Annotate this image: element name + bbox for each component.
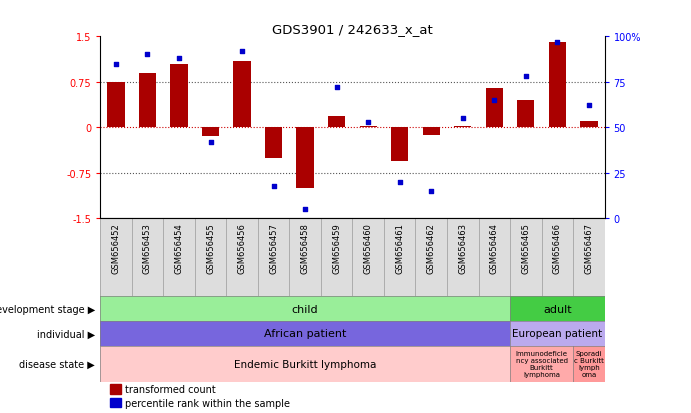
Bar <box>107 83 124 128</box>
Bar <box>202 128 219 137</box>
Text: GSM656457: GSM656457 <box>269 223 278 273</box>
Bar <box>100 321 510 346</box>
Bar <box>100 297 510 321</box>
Bar <box>100 346 510 382</box>
Bar <box>359 127 377 128</box>
Point <box>268 183 279 190</box>
Text: GSM656454: GSM656454 <box>175 223 184 273</box>
Text: GSM656458: GSM656458 <box>301 223 310 273</box>
Text: GSM656452: GSM656452 <box>111 223 120 273</box>
Bar <box>423 128 440 135</box>
Bar <box>296 128 314 188</box>
Point <box>142 52 153 59</box>
Text: transformed count: transformed count <box>126 384 216 394</box>
Bar <box>510 346 573 382</box>
Point <box>394 179 405 186</box>
Text: GSM656462: GSM656462 <box>427 223 436 273</box>
Bar <box>573 346 605 382</box>
Text: GSM656466: GSM656466 <box>553 223 562 273</box>
Text: development stage ▶: development stage ▶ <box>0 304 95 314</box>
Text: GSM656461: GSM656461 <box>395 223 404 273</box>
Point <box>331 85 342 91</box>
Text: European patient: European patient <box>512 329 603 339</box>
Point <box>363 119 374 126</box>
Bar <box>328 117 346 128</box>
Point <box>520 74 531 81</box>
Bar <box>517 101 534 128</box>
Point <box>552 39 563 46</box>
Point <box>236 48 247 55</box>
Bar <box>391 128 408 161</box>
Bar <box>111 385 122 394</box>
Text: adult: adult <box>543 304 571 314</box>
Bar <box>454 127 471 128</box>
Text: Sporadi
c Burkitt
lymph
oma: Sporadi c Burkitt lymph oma <box>574 350 604 377</box>
Bar <box>486 89 503 128</box>
Text: GSM656467: GSM656467 <box>585 223 594 273</box>
Point <box>300 206 311 213</box>
Bar <box>510 321 605 346</box>
Text: Endemic Burkitt lymphoma: Endemic Burkitt lymphoma <box>234 359 377 369</box>
Bar <box>265 128 282 158</box>
Text: GSM656455: GSM656455 <box>206 223 215 273</box>
Text: GSM656453: GSM656453 <box>143 223 152 273</box>
Text: individual ▶: individual ▶ <box>37 329 95 339</box>
Point <box>457 116 468 122</box>
Point <box>173 56 184 62</box>
Text: African patient: African patient <box>264 329 346 339</box>
Text: GSM656459: GSM656459 <box>332 223 341 273</box>
Bar <box>549 43 566 128</box>
Bar <box>111 398 122 408</box>
Bar <box>510 297 605 321</box>
Point <box>205 139 216 146</box>
Point <box>489 97 500 104</box>
Bar <box>171 64 188 128</box>
Text: GSM656465: GSM656465 <box>521 223 530 273</box>
Text: GSM656463: GSM656463 <box>458 223 467 273</box>
Text: disease state ▶: disease state ▶ <box>19 359 95 369</box>
Bar <box>234 62 251 128</box>
Text: GSM656456: GSM656456 <box>238 223 247 273</box>
Text: Immunodeficie
ncy associated
Burkitt
lymphoma: Immunodeficie ncy associated Burkitt lym… <box>515 350 567 377</box>
Title: GDS3901 / 242633_x_at: GDS3901 / 242633_x_at <box>272 23 433 36</box>
Text: GSM656464: GSM656464 <box>490 223 499 273</box>
Point <box>583 103 594 109</box>
Text: percentile rank within the sample: percentile rank within the sample <box>126 398 290 408</box>
Bar <box>139 74 156 128</box>
Point <box>111 61 122 68</box>
Text: GSM656460: GSM656460 <box>363 223 372 273</box>
Text: child: child <box>292 304 319 314</box>
Bar <box>580 122 598 128</box>
Point <box>426 188 437 195</box>
